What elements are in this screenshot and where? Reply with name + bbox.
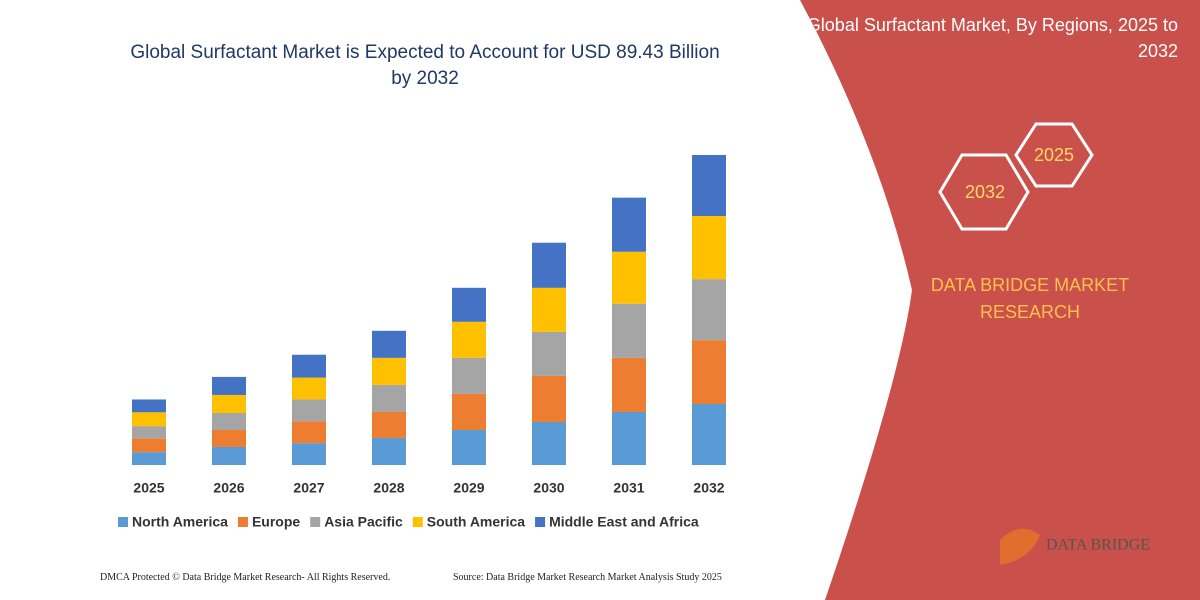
logo-text: DATA BRIDGE (1046, 537, 1150, 554)
bar-segment (132, 452, 166, 465)
x-tick-label: 2031 (613, 480, 644, 496)
bar-segment (612, 411, 646, 465)
bar-segment (212, 446, 246, 465)
bar-segment (612, 197, 646, 252)
bar-segment (292, 443, 326, 465)
x-tick-label: 2032 (693, 480, 724, 496)
source: Source: Data Bridge Market Research Mark… (453, 572, 722, 583)
hexagon-label: 2025 (1034, 145, 1074, 165)
bar-segment (532, 422, 566, 465)
bar-segment (292, 377, 326, 400)
brand: DATA BRIDGE MARKET RESEARCH (930, 275, 1130, 322)
bar-segment (692, 340, 726, 404)
bar-segment (132, 399, 166, 413)
legend-label: Middle East and Africa (549, 514, 699, 530)
bar-segment (212, 429, 246, 447)
bar-segment (452, 429, 486, 465)
side-panel (800, 0, 1200, 600)
bar-segment (532, 242, 566, 288)
legend-label: Asia Pacific (324, 514, 403, 530)
bar-segment (372, 384, 406, 412)
x-tick-label: 2026 (213, 480, 244, 496)
panel-title: Global Surfactant Market, By Regions, 20… (806, 15, 1178, 61)
x-tick-label: 2028 (373, 480, 404, 496)
x-tick-label: 2029 (453, 480, 484, 496)
legend-label: Europe (252, 514, 300, 530)
bar-segment (532, 287, 566, 332)
bar-segment (212, 412, 246, 430)
legend-label: North America (132, 514, 228, 530)
bar-segment (372, 330, 406, 358)
bar-segment (612, 303, 646, 358)
legend-swatch (237, 517, 248, 527)
bar-segment (692, 155, 726, 217)
bar-segment (212, 394, 246, 413)
x-tick-label: 2025 (133, 480, 164, 496)
bar-segment (292, 354, 326, 378)
copyright: DMCA Protected © Data Bridge Market Rese… (100, 572, 391, 583)
bar-segment (692, 279, 726, 341)
bar-segment (132, 426, 166, 439)
bar-segment (612, 251, 646, 304)
bar-segment (452, 393, 486, 430)
bar-segment (292, 399, 326, 422)
bar-segment (212, 376, 246, 395)
chart-title: Global Surfactant Market is Expected to … (130, 42, 720, 89)
legend-swatch (535, 517, 546, 527)
bar-segment (132, 412, 166, 427)
legend-label: South America (427, 514, 525, 530)
bar-segment (612, 357, 646, 412)
x-tick-label: 2027 (293, 480, 324, 496)
hexagon (1014, 122, 1094, 188)
bar-segment (532, 331, 566, 376)
bar-segment (452, 357, 486, 394)
legend-swatch (310, 517, 321, 527)
bar-segment (692, 403, 726, 465)
bar-segment (292, 421, 326, 444)
bar-segment (532, 375, 566, 423)
logo-mark (1000, 528, 1040, 565)
bar-segment (372, 357, 406, 385)
hexagon-label: 2032 (965, 182, 1005, 202)
bar-segment (372, 411, 406, 438)
bar-segment (132, 438, 166, 453)
hexagon (938, 153, 1030, 231)
legend-swatch (118, 517, 128, 527)
bar-segment (692, 216, 726, 280)
bar-segment (452, 321, 486, 358)
legend-swatch (412, 517, 423, 527)
bar-segment (452, 287, 486, 322)
x-tick-label: 2030 (533, 480, 564, 496)
bar-segment (372, 437, 406, 465)
